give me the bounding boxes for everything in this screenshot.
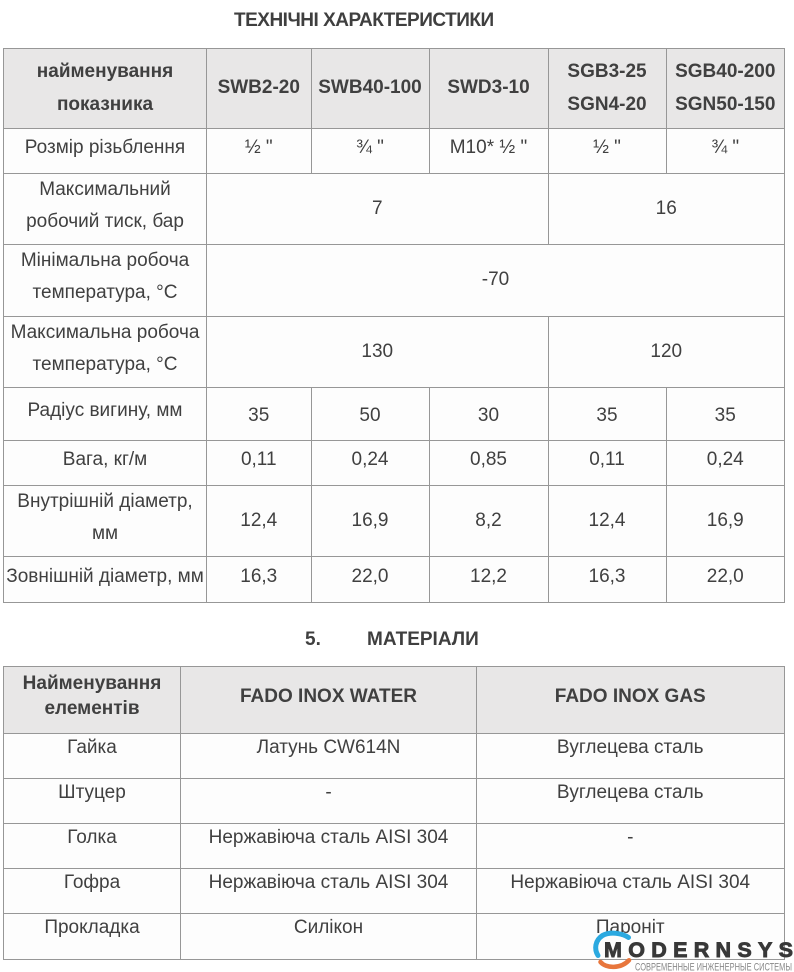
svg-text:MODERNSYS: MODERNSYS bbox=[604, 938, 793, 962]
svg-text:СОВРЕМЕННЫЕ ИНЖЕНЕРНЫЕ СИСТЕМЫ: СОВРЕМЕННЫЕ ИНЖЕНЕРНЫЕ СИСТЕМЫ bbox=[635, 962, 792, 972]
